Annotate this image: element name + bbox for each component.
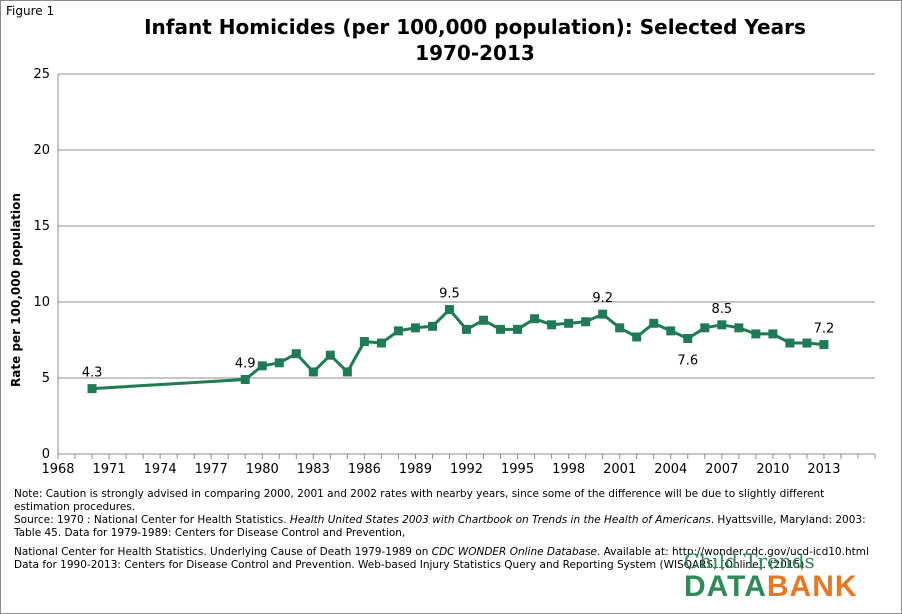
data-point-marker [802, 338, 812, 348]
data-point-marker [632, 332, 642, 342]
data-point-marker [785, 338, 795, 348]
x-tick-label: 1995 [501, 462, 534, 477]
chart-title-line2: 1970-2013 [415, 41, 535, 65]
y-tick-label: 15 [33, 219, 50, 234]
data-point-marker [700, 323, 710, 333]
y-tick-label: 10 [33, 295, 50, 310]
data-point-marker [325, 350, 335, 360]
source-text: Source: 1970 : National Center for Healt… [14, 514, 874, 540]
data-point-marker [444, 305, 454, 315]
figure-label: Figure 1 [6, 4, 55, 18]
x-tick-label: 2004 [654, 462, 687, 477]
data-label: 4.3 [82, 366, 103, 381]
x-tick-label: 2001 [603, 462, 636, 477]
data-point-marker [751, 329, 761, 339]
data-point-marker [376, 338, 386, 348]
data-point-marker [615, 323, 625, 333]
data-point-marker [564, 318, 574, 328]
source-mid: . Hyattsville, Maryland: 2003: Table 45.… [14, 514, 866, 539]
data-label: 9.5 [439, 287, 460, 302]
chart-notes: Note: Caution is strongly advised in com… [14, 488, 874, 572]
logo-line2: DATABANK [684, 572, 858, 602]
data-point-marker [547, 320, 557, 330]
data-point-marker [513, 324, 523, 334]
data-point-marker [308, 367, 318, 377]
data-point-marker [683, 333, 693, 343]
data-point-marker [427, 321, 437, 331]
logo-bank: BANK [766, 570, 858, 603]
x-tick-label: 2010 [756, 462, 789, 477]
y-tick-label: 20 [33, 143, 50, 158]
chart-title-line1: Infant Homicides (per 100,000 population… [144, 15, 806, 39]
x-tick-label: 1974 [144, 462, 177, 477]
source2-prefix: National Center for Health Statistics. U… [14, 546, 432, 558]
source2-rest: . Available at: http://wonder.cdc.gov/uc… [14, 546, 869, 571]
x-tick-label: 1998 [552, 462, 585, 477]
data-point-marker [649, 318, 659, 328]
x-tick-label: 1980 [246, 462, 279, 477]
data-point-marker [393, 326, 403, 336]
x-tick-label: 1983 [297, 462, 330, 477]
data-point-marker [496, 324, 506, 334]
logo-line1: Child Trends [684, 549, 815, 573]
source-italic-title: Health United States 2003 with Chartbook… [289, 514, 711, 526]
x-tick-label: 1977 [195, 462, 228, 477]
x-tick-label: 1986 [348, 462, 381, 477]
y-tick-label: 5 [42, 371, 50, 386]
data-point-marker [581, 317, 591, 327]
data-point-marker [768, 329, 778, 339]
y-tick-label: 0 [42, 447, 50, 462]
x-tick-label: 1989 [399, 462, 432, 477]
child-trends-databank-logo: Child Trends DATABANK [684, 550, 858, 602]
source2-italic: CDC WONDER Online Database [431, 546, 597, 558]
x-tick-label: 2007 [705, 462, 738, 477]
y-tick-label: 25 [33, 67, 50, 82]
data-point-marker [359, 337, 369, 347]
data-label: 8.5 [711, 302, 732, 317]
data-point-marker [462, 324, 471, 334]
data-point-marker [410, 323, 420, 333]
x-tick-label: 1968 [41, 462, 74, 477]
source-text-2: National Center for Health Statistics. U… [14, 546, 874, 572]
data-point-marker [87, 384, 97, 394]
data-point-marker [819, 340, 829, 350]
data-point-marker [734, 323, 744, 333]
data-point-marker [291, 349, 301, 359]
x-tick-label: 1992 [450, 462, 483, 477]
note-text: Note: Caution is strongly advised in com… [14, 488, 825, 513]
data-point-marker [717, 320, 727, 330]
data-point-marker [342, 367, 352, 377]
data-point-marker [240, 375, 250, 385]
source-prefix: Source: 1970 : National Center for Healt… [14, 514, 290, 526]
data-point-marker [274, 358, 284, 368]
data-point-marker [530, 314, 540, 324]
series-line [91, 308, 825, 391]
logo-data: DATA [684, 570, 767, 603]
data-point-marker [598, 309, 608, 319]
data-label: 7.6 [677, 353, 698, 368]
data-point-marker [257, 361, 267, 371]
x-tick-label: 1971 [93, 462, 126, 477]
data-point-marker [479, 315, 489, 325]
data-point-marker [666, 326, 676, 336]
data-label: 9.2 [592, 291, 613, 306]
data-label: 7.2 [814, 322, 835, 337]
x-tick-label: 2013 [807, 462, 840, 477]
data-label: 4.9 [235, 357, 256, 372]
